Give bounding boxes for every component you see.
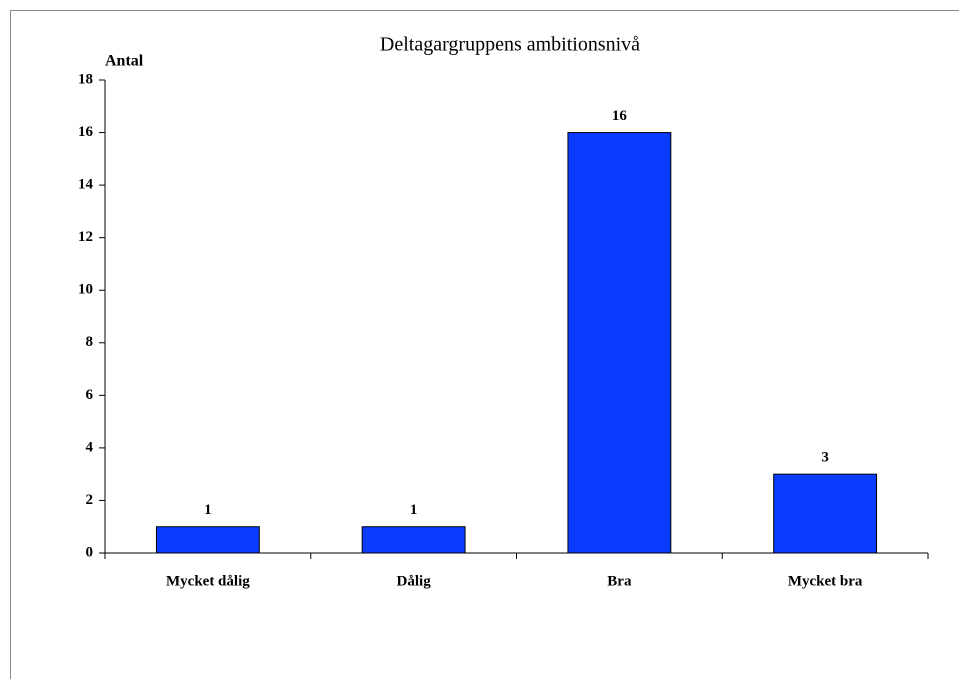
bar (773, 473, 878, 554)
y-tick-label: 8 (86, 334, 94, 350)
y-tick-label: 10 (78, 282, 93, 298)
y-tick-label: 6 (86, 387, 94, 403)
data-label: 16 (612, 108, 628, 124)
y-tick-label: 16 (78, 124, 94, 140)
x-tick-label: Dålig (397, 573, 432, 589)
y-tick-label: 4 (86, 439, 94, 455)
bar (155, 526, 260, 554)
x-tick-label: Mycket dålig (166, 573, 250, 589)
bar (567, 132, 672, 554)
chart-title: Deltagargruppens ambitionsnivå (380, 34, 640, 56)
y-axis-label: Antal (105, 53, 144, 70)
x-tick-label: Mycket bra (788, 573, 863, 589)
y-tick-label: 12 (78, 229, 93, 245)
bar (361, 526, 466, 554)
chart-frame (10, 10, 959, 679)
y-tick-label: 2 (86, 492, 94, 508)
y-tick-label: 0 (86, 544, 94, 560)
y-tick-label: 18 (78, 71, 93, 87)
data-label: 3 (821, 450, 829, 466)
x-tick-label: Bra (607, 573, 632, 589)
data-label: 1 (410, 502, 418, 518)
y-tick-label: 14 (78, 177, 94, 193)
data-label: 1 (204, 502, 212, 518)
